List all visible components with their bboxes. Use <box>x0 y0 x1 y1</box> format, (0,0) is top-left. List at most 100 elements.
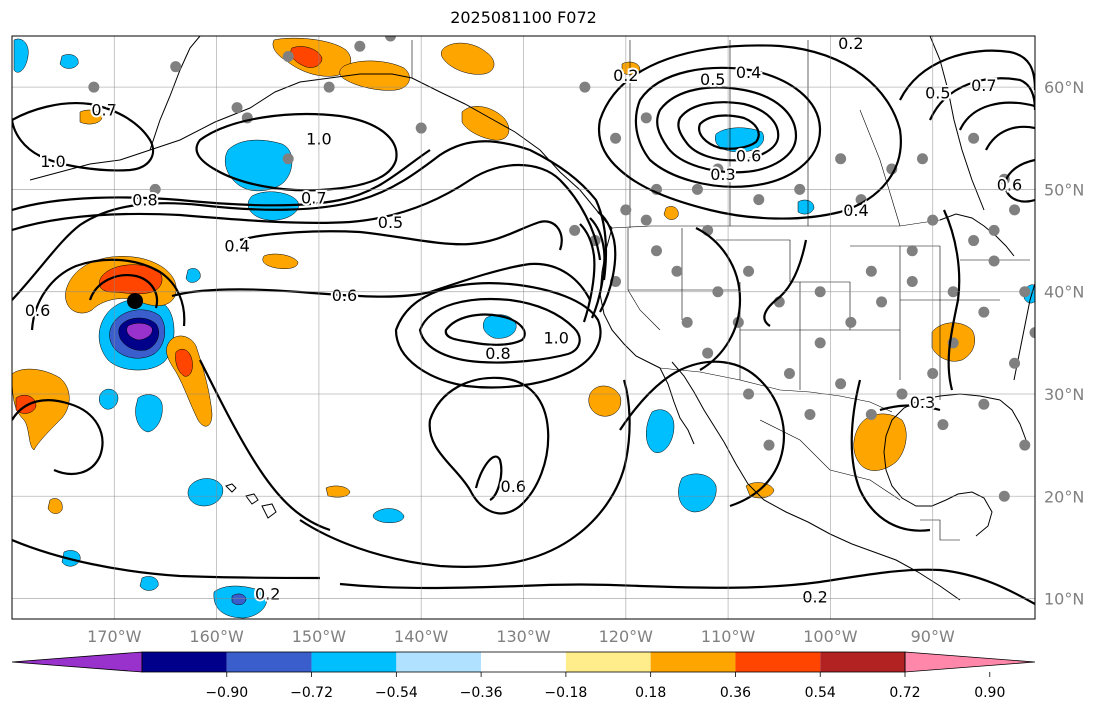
colorbar: −0.90 −0.72 −0.54 −0.36 −0.18 0.18 0.36 0.54 0.7… <box>11 651 1036 701</box>
lat-tick-label: 50°N <box>1044 180 1084 199</box>
lon-tick-label: 160°W <box>189 627 244 646</box>
contour-label: 0.5 <box>700 70 725 89</box>
coast-baja <box>659 367 695 445</box>
shade-neg-9 <box>187 478 224 507</box>
station-dot <box>681 316 693 328</box>
contour-29 <box>12 399 104 475</box>
colorbar-swatch <box>735 652 821 672</box>
shade-neg-14 <box>483 314 517 339</box>
border-state-4 <box>716 239 791 282</box>
shade-neg-19 <box>797 199 815 215</box>
station-dot <box>865 265 877 277</box>
latitude-ticks: 60°N 50°N 40°N 30°N 20°N 10°N <box>1044 78 1084 608</box>
colorbar-tick-label: 0.54 <box>805 685 836 701</box>
contour-label: 0.6 <box>25 301 50 320</box>
colorbar-tick-label: 0.90 <box>974 685 1005 701</box>
lat-tick-label: 20°N <box>1044 487 1084 506</box>
shade-pos-21 <box>663 206 679 220</box>
shade-neg-8 <box>99 388 119 410</box>
shade-neg-1 <box>224 139 293 192</box>
border-canada-provinces-4 <box>859 109 901 227</box>
contour-label: 0.4 <box>736 63 761 82</box>
colorbar-tick-label: −0.90 <box>205 685 248 701</box>
colorbar-swatch <box>565 652 651 672</box>
contour-label: 0.6 <box>501 477 526 496</box>
lon-tick-label: 100°W <box>803 627 858 646</box>
border-central-america <box>920 519 960 541</box>
station-dot <box>354 40 366 52</box>
station-dot <box>835 378 847 390</box>
contour-4 <box>239 220 563 251</box>
contour-7 <box>444 313 526 346</box>
coast-hawaii-1 <box>225 483 237 493</box>
station-dot <box>671 265 683 277</box>
station-dot <box>1009 357 1021 369</box>
station-dot <box>753 194 765 206</box>
contour-33 <box>850 379 931 532</box>
contour-label: 0.2 <box>838 34 863 53</box>
colorbar-swatch <box>650 652 736 672</box>
station-dot <box>1009 204 1021 216</box>
shade-pos-3 <box>166 335 213 427</box>
station-dot <box>865 408 877 420</box>
colorbar-swatch <box>226 652 312 672</box>
shade-pos-10 <box>441 42 495 75</box>
contour-label: 0.7 <box>301 189 326 208</box>
shade-pos-13 <box>853 413 907 471</box>
coast-mexico-west <box>723 441 961 601</box>
lat-tick-label: 60°N <box>1044 78 1084 97</box>
contour-34 <box>597 211 617 313</box>
shade-neg-21 <box>59 54 79 69</box>
station-dot <box>968 235 980 247</box>
map-title: 2025081100 F072 <box>450 8 597 27</box>
lon-tick-label: 130°W <box>496 627 551 646</box>
station-dot <box>426 20 437 31</box>
coast-yucatan <box>945 491 993 537</box>
shade-neg-16 <box>678 473 717 513</box>
station-dot <box>814 337 826 349</box>
contour-lines <box>12 44 1035 605</box>
contour-8 <box>394 282 602 389</box>
station-dot <box>845 316 857 328</box>
contour-5 <box>171 262 591 301</box>
lon-tick-label: 110°W <box>701 627 756 646</box>
shade-pos-16 <box>79 109 103 125</box>
shade-pos-5 <box>12 368 70 451</box>
station-dot <box>385 36 397 42</box>
border-state-1 <box>627 228 661 331</box>
shade-pos-15 <box>262 253 299 269</box>
colorbar-swatch <box>481 652 566 672</box>
colorbar-swatch <box>396 652 482 672</box>
contour-label: 0.7 <box>971 76 996 95</box>
station-dot <box>978 398 990 410</box>
contour-label: 0.3 <box>710 165 735 184</box>
contour-30 <box>199 359 331 532</box>
lon-tick-label: 120°W <box>599 627 654 646</box>
map-area: 0.71.01.00.8 0.70.50.40.60.81.00.60.2 0.20… <box>12 20 1035 619</box>
lon-tick-label: 90°W <box>911 627 955 646</box>
station-dot <box>640 214 652 226</box>
coast-hawaii-2 <box>245 493 259 505</box>
shade-pos-4 <box>175 349 193 377</box>
lon-tick-label: 170°W <box>87 627 142 646</box>
colorbar-tick-label: −0.36 <box>460 685 503 701</box>
contour-label: 0.8 <box>485 344 510 363</box>
border-state-6 <box>790 281 851 330</box>
colorbar-tick-label: 0.72 <box>889 685 920 701</box>
colorbar-tick-label: −0.54 <box>375 685 418 701</box>
colorbar-swatch <box>311 652 397 672</box>
coast-hawaii-3 <box>261 503 277 519</box>
contour-32 <box>763 239 808 327</box>
shade-neg-20 <box>13 38 29 73</box>
colorbar-tick-label: 0.36 <box>720 685 751 701</box>
contour-37 <box>695 227 742 371</box>
coast-alaska <box>119 73 599 213</box>
station-dot <box>569 224 581 236</box>
station-dot <box>906 245 918 257</box>
contour-9 <box>428 376 550 515</box>
contour-label: 0.6 <box>332 286 357 305</box>
station-dot <box>906 275 918 287</box>
shade-neg-13 <box>139 576 159 591</box>
contour-label: 1.0 <box>544 329 569 348</box>
